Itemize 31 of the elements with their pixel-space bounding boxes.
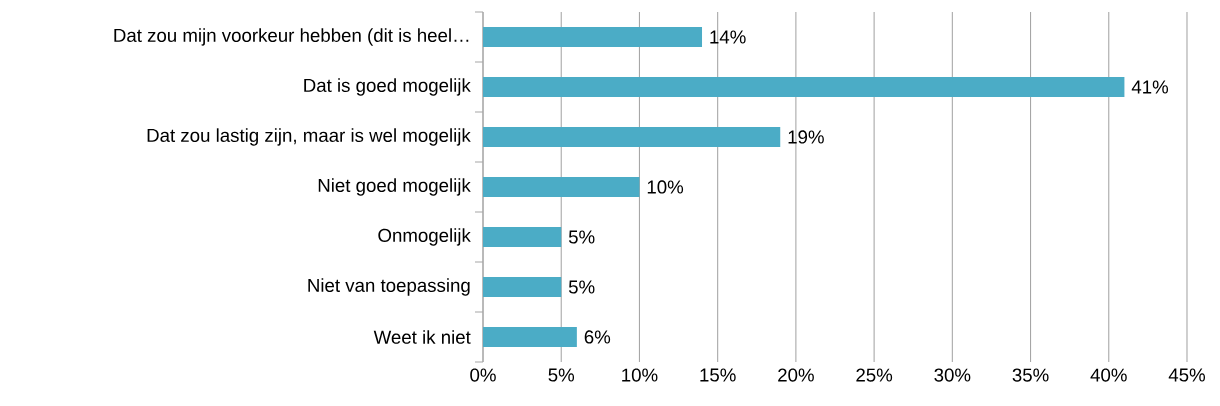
x-tick-label: 25%	[856, 368, 893, 382]
x-tick-label: 15%	[700, 368, 736, 382]
y-tick-label: Niet goed mogelijk	[318, 178, 471, 196]
x-tick-label: 20%	[778, 368, 814, 382]
data-label: 41%	[1131, 80, 1169, 94]
x-tick-label: 0%	[470, 368, 496, 382]
y-tick-label: Dat zou lastig zijn, maar is wel mogelijk	[147, 128, 471, 146]
data-label: 6%	[584, 330, 611, 344]
y-tick-label: Weet ik niet	[373, 330, 471, 344]
bar	[483, 276, 562, 297]
y-tick-label: Dat zou mijn voorkeur hebben (dit is heel…	[114, 28, 469, 46]
data-label: 14%	[710, 30, 746, 44]
data-label: 5%	[568, 230, 595, 244]
y-tick-label: Onmogelijk	[378, 228, 471, 246]
data-label: 10%	[647, 180, 684, 194]
data-label: 19%	[788, 130, 824, 144]
data-label: 5%	[568, 280, 595, 294]
bar	[483, 27, 703, 47]
bar	[483, 326, 577, 347]
x-tick-label: 30%	[934, 368, 971, 382]
x-tick-label: 45%	[1168, 368, 1205, 382]
x-tick-label: 10%	[622, 368, 658, 382]
bar	[483, 176, 640, 197]
y-tick-label: Niet van toepassing	[308, 278, 470, 296]
x-tick-label: 5%	[548, 368, 575, 382]
bar	[483, 226, 562, 247]
bar	[483, 127, 781, 147]
x-tick-label: 35%	[1012, 368, 1049, 382]
y-tick-label: Dat is goed mogelijk	[304, 78, 471, 96]
bar	[483, 76, 1125, 97]
x-tick-label: 40%	[1090, 368, 1127, 382]
